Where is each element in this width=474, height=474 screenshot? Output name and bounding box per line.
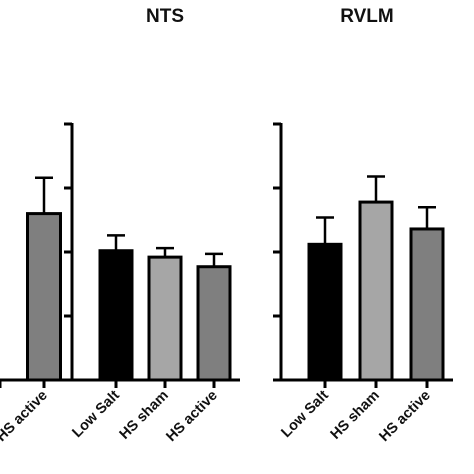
category-label-2: HS active <box>0 388 51 445</box>
panel-title-nts: NTS <box>146 6 184 27</box>
bar-0 <box>307 242 343 382</box>
bar-2 <box>26 212 62 382</box>
bar-1 <box>358 200 394 382</box>
category-label-0: Low Salt <box>69 387 123 441</box>
panel-title-rvlm: RVLM <box>340 6 393 27</box>
bar-1 <box>147 255 183 382</box>
category-label-2: HS active <box>163 388 220 445</box>
category-label-2: HS active <box>376 388 433 445</box>
category-label-1: HS sham <box>328 388 383 443</box>
bar-2 <box>409 227 445 382</box>
category-label-0: Low Salt <box>278 387 332 441</box>
panel-left-clipped: HS active <box>0 176 71 445</box>
bar-2 <box>196 265 232 382</box>
bar-0 <box>98 249 134 382</box>
